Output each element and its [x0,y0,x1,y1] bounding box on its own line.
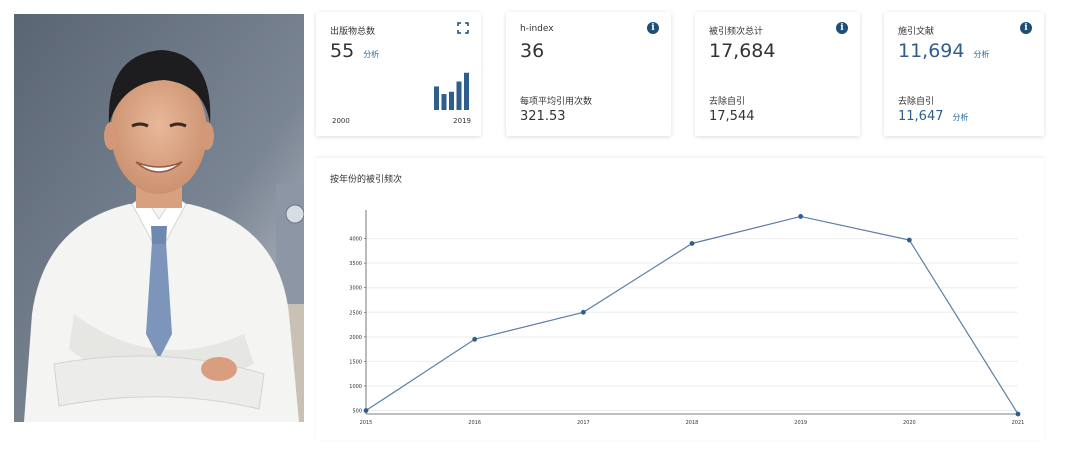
analyze-link[interactable]: 分析 [973,50,990,59]
info-icon[interactable]: i [647,22,659,34]
citing-excluding-self: 11,647 分析 [898,109,969,124]
citing-articles-value[interactable]: 11,694 [898,40,965,62]
x-tick-label: 2018 [686,420,699,426]
chart-title: 按年份的被引频次 [330,175,403,185]
mini-bar [449,91,454,110]
y-tick-label: 2500 [349,310,362,316]
x-tick-label: 2021 [1012,420,1025,426]
data-point[interactable] [1015,411,1021,417]
citations-line-chart: 500 1000 1500 2000 2500 3000 3500 4000 2015 2016 2… [349,210,1025,426]
citing-excluding-self-value[interactable]: 11,647 [898,109,944,124]
y-tick-label: 1000 [349,384,362,390]
publications-value: 55 [330,40,355,62]
citing-articles-total: 11,694 分析 [898,40,989,62]
data-point[interactable] [472,336,478,342]
publications-label: 出版物总数 [330,27,376,37]
data-point[interactable] [363,408,369,413]
publications-card: 出版物总数 55 分析 2000 2019 [316,12,481,136]
data-point[interactable] [689,241,695,246]
citing-articles-card: 施引文献 i 11,694 分析 去除自引 11,647 分析 [884,12,1044,136]
expand-icon[interactable] [457,22,469,34]
info-icon[interactable]: i [836,22,848,34]
publications-mini-chart [434,72,469,110]
total-citations-card: 被引频次总计 i 17,684 去除自引 17,544 [695,12,860,136]
y-tick-label: 500 [352,409,362,415]
h-index-card: h-index i 36 每项平均引用次数 321.53 [506,12,671,136]
y-tick-label: 3500 [349,261,362,267]
y-tick-label: 2000 [349,335,362,341]
total-citations-value: 17,684 [709,40,776,62]
mini-bar [434,86,439,110]
x-tick-label: 2019 [794,420,807,426]
excluding-self-citations-label: 去除自引 [709,97,746,107]
info-icon[interactable]: i [1020,22,1032,34]
h-index-label: h-index [520,24,554,34]
citations-by-year-panel: 按年份的被引频次 500 1000 1500 2000 2500 3000 3500 4000… [316,158,1044,440]
y-tick-label: 1500 [349,359,362,365]
total-citations-label: 被引频次总计 [709,27,764,37]
y-tick-label: 3000 [349,286,362,292]
avg-citations-value: 321.53 [520,109,566,124]
data-point[interactable] [580,309,586,315]
data-point[interactable] [906,237,912,243]
year-end: 2019 [453,117,471,125]
avg-citations-label: 每项平均引用次数 [520,97,593,107]
x-tick-label: 2015 [360,420,373,426]
analyze-link[interactable]: 分析 [952,113,969,122]
x-tick-label: 2017 [577,420,590,426]
citing-articles-label: 施引文献 [898,27,935,37]
excluding-self-citations-value: 17,544 [709,109,755,124]
x-tick-label: 2016 [468,420,481,426]
y-tick-label: 4000 [349,237,362,243]
year-start: 2000 [332,117,350,125]
data-point[interactable] [798,214,804,219]
series-line [365,215,1019,415]
mini-bar [464,72,469,110]
analyze-link[interactable]: 分析 [363,50,380,59]
mini-bar [441,94,447,110]
x-tick-label: 2020 [903,420,916,426]
citing-excluding-self-label: 去除自引 [898,97,935,107]
h-index-value: 36 [520,40,545,62]
profile-photo [14,14,304,422]
mini-bar [456,81,462,110]
publications-total: 55 分析 [330,40,379,62]
